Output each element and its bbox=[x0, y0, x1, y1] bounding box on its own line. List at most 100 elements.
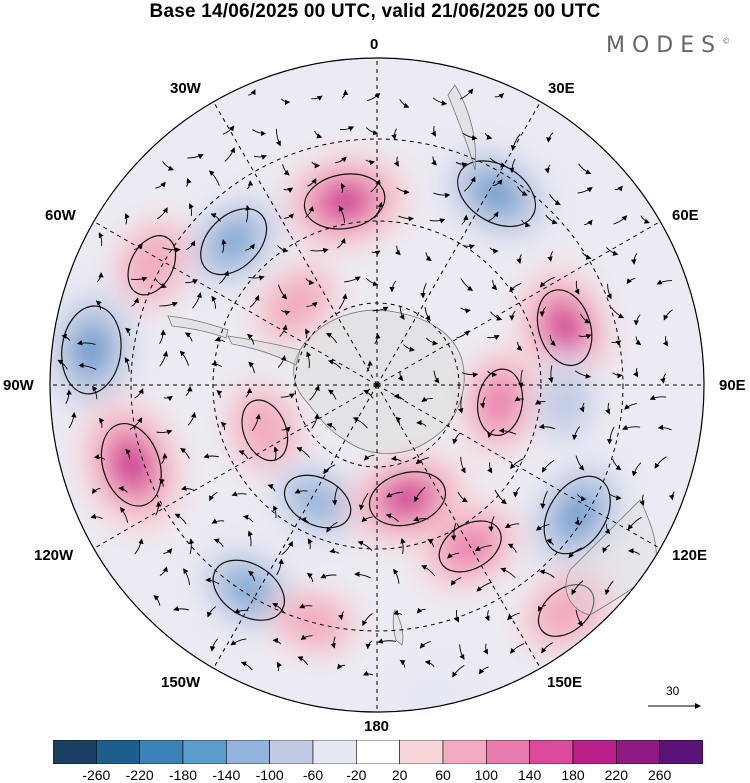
wind-arrow bbox=[365, 127, 379, 136]
wind-arrow bbox=[329, 548, 340, 554]
colorbar-segment bbox=[53, 740, 97, 764]
wind-arrow bbox=[203, 453, 219, 459]
anomaly-blob bbox=[280, 597, 347, 647]
wind-arrow bbox=[389, 280, 397, 293]
wind-arrow bbox=[545, 214, 558, 225]
wind-arrow bbox=[297, 656, 309, 666]
anomaly-blob bbox=[265, 273, 328, 336]
wind-arrow bbox=[487, 462, 493, 474]
wind-arrow bbox=[247, 333, 255, 345]
wind-arrow bbox=[398, 215, 414, 222]
wind-arrow bbox=[161, 452, 168, 464]
wind-arrow bbox=[413, 516, 429, 522]
wind-arrow bbox=[273, 446, 279, 461]
wind-arrow bbox=[310, 248, 329, 254]
wind-arrow bbox=[248, 275, 265, 281]
wind-vectors bbox=[57, 88, 675, 678]
brand-text: MODES bbox=[606, 33, 723, 58]
wind-arrow bbox=[399, 305, 405, 321]
wind-arrow bbox=[238, 450, 249, 459]
wind-arrow bbox=[386, 491, 403, 498]
wind-arrow bbox=[281, 426, 291, 433]
wind-arrow bbox=[134, 388, 144, 399]
lon-label-90w: 90W bbox=[3, 377, 34, 394]
wind-arrow bbox=[579, 402, 585, 413]
wind-arrow bbox=[344, 276, 361, 283]
wind-arrow bbox=[606, 283, 612, 300]
wind-arrow bbox=[488, 515, 495, 532]
wind-arrow bbox=[393, 568, 400, 584]
wind-arrow bbox=[539, 306, 547, 317]
wind-arrow bbox=[366, 360, 373, 373]
wind-arrow bbox=[280, 393, 295, 399]
wind-arrow bbox=[57, 359, 68, 370]
wind-arrow bbox=[219, 270, 229, 285]
wind-arrow bbox=[539, 276, 555, 288]
colorbar-tick-label: -60 bbox=[302, 767, 324, 783]
wind-arrow bbox=[367, 92, 381, 102]
meridian-line bbox=[376, 101, 541, 386]
wind-arrow bbox=[517, 186, 528, 196]
wind-arrow bbox=[276, 558, 284, 576]
anomaly-blob bbox=[532, 578, 601, 643]
wind-arrow bbox=[253, 154, 267, 160]
wind-arrow bbox=[125, 327, 131, 336]
wind-arrow bbox=[514, 396, 524, 402]
wind-arrow bbox=[574, 370, 592, 379]
graticule bbox=[50, 58, 704, 712]
wind-arrow bbox=[483, 643, 489, 655]
colorbar-tick-label: -180 bbox=[168, 767, 198, 783]
wind-arrow bbox=[494, 93, 505, 99]
wind-arrow bbox=[494, 489, 507, 505]
wind-arrow bbox=[584, 219, 593, 226]
wind-arrow bbox=[95, 300, 102, 310]
wind-arrow bbox=[154, 278, 167, 288]
map-disk bbox=[50, 58, 704, 712]
wind-arrow bbox=[206, 606, 217, 618]
wind-arrow bbox=[65, 389, 72, 405]
wind-arrow bbox=[338, 293, 348, 310]
wind-arrow bbox=[365, 640, 373, 650]
wind-arrow bbox=[571, 426, 581, 441]
lon-label-60w: 60W bbox=[45, 207, 76, 224]
wind-arrow bbox=[462, 244, 475, 250]
wind-arrow bbox=[131, 297, 140, 307]
wind-arrow bbox=[633, 314, 641, 326]
wind-arrow bbox=[395, 245, 401, 256]
wind-arrow bbox=[183, 568, 191, 585]
wind-arrow bbox=[92, 385, 98, 400]
wind-arrow bbox=[91, 487, 101, 495]
wind-arrow bbox=[248, 361, 255, 374]
streamline-contour bbox=[100, 423, 162, 507]
wind-arrow bbox=[311, 161, 321, 169]
wind-arrow bbox=[242, 514, 254, 523]
wind-arrow bbox=[278, 284, 288, 300]
colorbar-tick-label: -260 bbox=[82, 767, 111, 783]
wind-arrow bbox=[119, 507, 129, 523]
wind-arrow bbox=[211, 518, 225, 524]
wind-arrow bbox=[538, 423, 555, 430]
wind-arrow bbox=[363, 454, 375, 461]
wind-arrow bbox=[305, 205, 314, 218]
wind-arrow bbox=[221, 238, 227, 253]
colorbar-tick-label: 180 bbox=[561, 767, 585, 783]
latitude-circle-30s bbox=[130, 138, 624, 632]
wind-arrow bbox=[516, 254, 522, 265]
vector-scale-label: 30 bbox=[666, 684, 680, 698]
wind-arrow bbox=[371, 250, 381, 256]
wind-arrow bbox=[393, 393, 405, 401]
lon-label-150e: 150E bbox=[547, 674, 583, 691]
wind-arrow bbox=[484, 610, 490, 622]
wind-arrow bbox=[280, 310, 291, 316]
wind-arrow bbox=[173, 606, 190, 612]
wind-arrow bbox=[461, 214, 469, 225]
lon-label-0: 0 bbox=[370, 36, 379, 53]
wind-arrow bbox=[338, 611, 345, 621]
wind-arrow bbox=[614, 185, 623, 192]
wind-arrow bbox=[612, 458, 622, 471]
wind-arrow bbox=[326, 422, 337, 431]
colorbar-tick-label: 140 bbox=[517, 767, 542, 783]
wind-arrow bbox=[492, 179, 503, 187]
wind-arrow bbox=[639, 494, 645, 507]
wind-arrow bbox=[416, 607, 426, 614]
